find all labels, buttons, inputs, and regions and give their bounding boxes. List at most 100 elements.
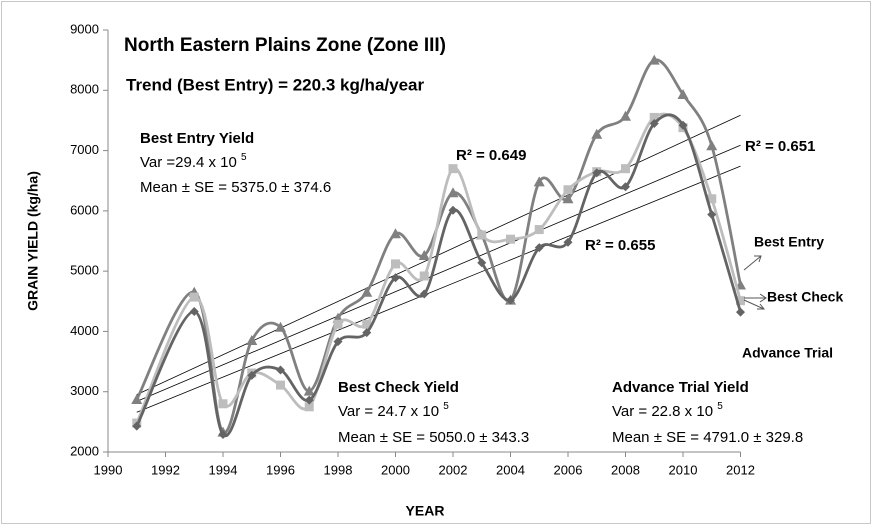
marker bbox=[391, 259, 400, 269]
arrowhead bbox=[754, 255, 762, 263]
r-squared-label: R² = 0.655 bbox=[585, 237, 655, 254]
marker bbox=[706, 140, 718, 151]
x-tick-label: 1996 bbox=[266, 462, 295, 477]
x-tick-label: 2012 bbox=[726, 462, 755, 477]
y-tick-label: 5000 bbox=[70, 263, 99, 278]
marker bbox=[361, 286, 373, 297]
stats-var: Var = 24.7 x 10 5 bbox=[338, 401, 449, 420]
marker bbox=[419, 289, 429, 299]
r-squared-label: R² = 0.651 bbox=[745, 138, 815, 155]
series-line bbox=[135, 113, 742, 438]
y-tick-label: 7000 bbox=[70, 142, 99, 157]
series-label: Best Check bbox=[767, 289, 843, 305]
x-tick-label: 1992 bbox=[151, 462, 180, 477]
y-axis-label: GRAIN YIELD (kg/ha) bbox=[25, 171, 41, 311]
marker bbox=[534, 243, 544, 253]
marker bbox=[390, 228, 401, 239]
marker bbox=[276, 365, 285, 375]
marker bbox=[303, 385, 315, 396]
marker bbox=[563, 237, 573, 247]
x-tick-label: 1990 bbox=[94, 462, 123, 477]
arrowhead bbox=[757, 303, 766, 310]
stats-var: Var = 22.8 x 10 5 bbox=[612, 401, 723, 420]
marker bbox=[648, 54, 660, 65]
x-tick-label: 2004 bbox=[496, 462, 525, 477]
marker bbox=[506, 295, 515, 305]
x-tick-label: 2010 bbox=[669, 462, 698, 477]
var-exponent: 5 bbox=[443, 401, 449, 412]
marker bbox=[391, 273, 400, 283]
marker bbox=[592, 168, 602, 178]
marker bbox=[707, 194, 717, 204]
plot-area: 2000 3000 4000 5000 6000 7000 8000 9000 1990 1992… bbox=[70, 21, 755, 477]
arrowhead bbox=[759, 293, 767, 303]
arrow bbox=[743, 255, 762, 271]
marker bbox=[362, 328, 372, 338]
stats-mean: Mean ± SE = 5375.0 ± 374.6 bbox=[140, 179, 331, 196]
y-tick-label: 9000 bbox=[70, 21, 99, 36]
stats-mean: Mean ± SE = 5050.0 ± 343.3 bbox=[338, 429, 529, 446]
stats-var: Var =29.4 x 10 5 bbox=[140, 152, 247, 171]
marker bbox=[246, 334, 258, 345]
marker bbox=[419, 271, 429, 281]
x-tick-label: 1998 bbox=[324, 462, 353, 477]
marker bbox=[189, 292, 199, 302]
marker bbox=[621, 164, 630, 174]
arrow bbox=[743, 299, 765, 310]
var-text: Var = 22.8 x 10 bbox=[612, 403, 713, 420]
series-label: Advance Trial bbox=[742, 345, 833, 361]
marker bbox=[247, 370, 257, 380]
marker bbox=[677, 89, 689, 100]
marker bbox=[621, 182, 630, 192]
series-label: Best Entry bbox=[754, 234, 824, 250]
var-text: Var =29.4 x 10 bbox=[140, 154, 237, 171]
x-tick-label: 2008 bbox=[611, 462, 640, 477]
marker bbox=[304, 395, 314, 405]
marker bbox=[678, 120, 688, 130]
y-tick-label: 8000 bbox=[70, 82, 99, 97]
r-squared-label: R² = 0.649 bbox=[456, 147, 526, 164]
trend-line bbox=[136, 144, 741, 402]
x-tick-label: 1994 bbox=[209, 462, 238, 477]
x-tick-label: 2002 bbox=[439, 462, 468, 477]
marker bbox=[736, 307, 745, 317]
y-tick-label: 6000 bbox=[70, 202, 99, 217]
stats-heading: Best Entry Yield bbox=[140, 130, 254, 147]
marker bbox=[304, 402, 314, 412]
y-tick-label: 3000 bbox=[70, 383, 99, 398]
series-line bbox=[135, 112, 742, 424]
var-exponent: 5 bbox=[241, 152, 247, 163]
marker bbox=[649, 118, 659, 128]
x-tick-label: 2000 bbox=[381, 462, 410, 477]
marker bbox=[591, 128, 603, 139]
marker bbox=[534, 225, 544, 235]
stats-heading: Advance Trial Yield bbox=[612, 379, 749, 396]
chart-title: North Eastern Plains Zone (Zone III) bbox=[124, 35, 446, 56]
marker bbox=[189, 307, 199, 317]
marker bbox=[477, 230, 487, 240]
trend-line bbox=[136, 165, 741, 413]
var-exponent: 5 bbox=[717, 401, 723, 412]
marker bbox=[506, 234, 515, 244]
marker bbox=[620, 110, 631, 121]
marker bbox=[362, 319, 372, 329]
marker bbox=[218, 430, 228, 440]
marker bbox=[132, 421, 142, 431]
marker bbox=[562, 193, 574, 204]
y-tick-label: 2000 bbox=[70, 443, 99, 458]
marker bbox=[477, 258, 487, 268]
marker bbox=[563, 185, 573, 195]
stats-heading: Best Check Yield bbox=[338, 379, 459, 396]
marker bbox=[131, 394, 143, 405]
marker bbox=[275, 321, 286, 332]
stats-mean: Mean ± SE = 4791.0 ± 329.8 bbox=[612, 429, 803, 446]
marker bbox=[447, 187, 459, 198]
marker bbox=[418, 249, 430, 260]
marker bbox=[333, 319, 343, 329]
marker bbox=[448, 164, 458, 174]
var-text: Var = 24.7 x 10 bbox=[338, 403, 439, 420]
marker bbox=[707, 209, 717, 219]
label-arrows bbox=[743, 255, 767, 310]
marker bbox=[218, 399, 228, 409]
